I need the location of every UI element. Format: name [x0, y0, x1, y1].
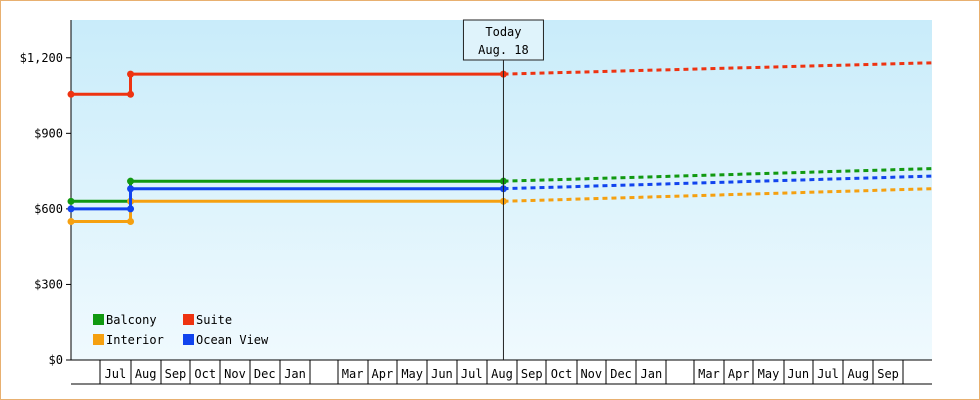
- series-point: [67, 217, 75, 225]
- series-point: [127, 177, 135, 185]
- series-point: [127, 217, 135, 225]
- legend-swatch: [183, 314, 194, 325]
- series-point: [127, 90, 135, 98]
- y-tick-label: $600: [34, 202, 63, 216]
- series-layer: [67, 61, 933, 225]
- series-line: [71, 187, 504, 211]
- month-label: Nov: [580, 367, 602, 381]
- legend-label: Balcony: [106, 313, 157, 327]
- legend-swatch: [183, 334, 194, 345]
- series-point: [127, 185, 135, 193]
- month-label: Sep: [521, 367, 543, 381]
- month-label: Dec: [610, 367, 632, 381]
- month-label: Jan: [641, 367, 663, 381]
- month-label: Jun: [431, 367, 453, 381]
- month-label: Nov: [224, 367, 246, 381]
- y-tick-label: $900: [34, 126, 63, 140]
- today-marker: Today Aug. 18: [462, 19, 544, 360]
- y-axis: $0 $300 $600 $900 $1,200: [20, 20, 72, 367]
- legend-label: Ocean View: [196, 333, 269, 347]
- series-point: [127, 70, 135, 78]
- month-label: Mar: [698, 367, 720, 381]
- y-tick-label: $1,200: [20, 51, 63, 65]
- today-date: Aug. 18: [478, 43, 529, 57]
- series-line: [71, 72, 504, 96]
- month-label: Dec: [254, 367, 276, 381]
- month-label: Jul: [105, 367, 127, 381]
- today-label: Today: [485, 25, 521, 39]
- month-label: Aug: [135, 367, 157, 381]
- month-label: Jul: [461, 367, 483, 381]
- series-point: [127, 205, 135, 213]
- month-label: Sep: [165, 367, 187, 381]
- month-label: Apr: [728, 367, 750, 381]
- legend-label: Interior: [106, 333, 164, 347]
- month-label: Oct: [551, 367, 573, 381]
- month-label: May: [401, 367, 423, 381]
- month-label: Oct: [194, 367, 216, 381]
- month-label: Aug: [491, 367, 513, 381]
- month-label: May: [758, 367, 780, 381]
- month-label: Sep: [877, 367, 899, 381]
- series-point: [67, 197, 75, 205]
- legend-label: Suite: [196, 313, 232, 327]
- month-label: Jul: [817, 367, 839, 381]
- series-point: [67, 90, 75, 98]
- legend-swatch: [93, 314, 104, 325]
- legend-swatch: [93, 334, 104, 345]
- y-tick-label: $300: [34, 277, 63, 291]
- legend: Balcony Suite Interior Ocean View: [93, 313, 269, 347]
- month-label: Aug: [847, 367, 869, 381]
- month-label: Jan: [284, 367, 306, 381]
- month-label: Jun: [787, 367, 809, 381]
- month-label: Apr: [372, 367, 394, 381]
- y-tick-label: $0: [49, 353, 63, 367]
- today-box: [462, 19, 544, 61]
- month-label: Mar: [342, 367, 364, 381]
- series-point: [67, 205, 75, 213]
- x-axis: Jul Aug Sep Oct Nov Dec Jan Mar Apr May Jun Jul Aug S…: [71, 359, 932, 385]
